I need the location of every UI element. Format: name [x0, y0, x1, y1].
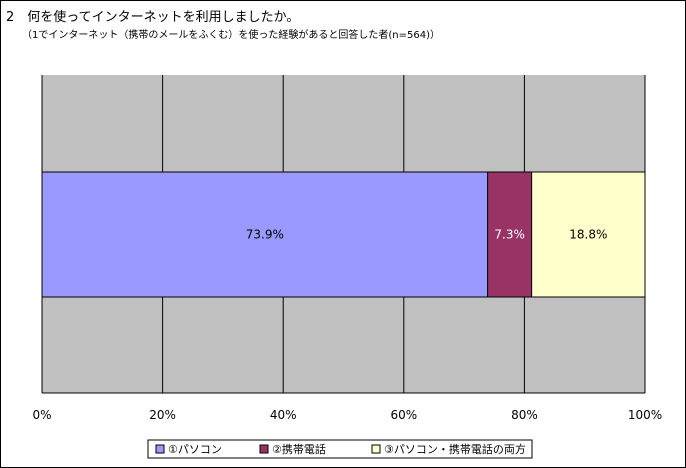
chart-subtitle: （1でインターネット（携帯のメールをふくむ）を使った経験があると回答した者(n=…	[22, 30, 440, 41]
data-label: 73.9%	[246, 228, 284, 242]
legend-label: ③パソコン・携帯電話の両方	[384, 442, 526, 456]
legend-swatch	[371, 444, 381, 454]
bar-segment	[487, 171, 533, 298]
legend-swatch	[259, 444, 269, 454]
x-tick-label: 60%	[390, 408, 417, 422]
legend-box	[147, 439, 533, 459]
data-label: 18.8%	[569, 228, 607, 242]
x-tick-label: 20%	[149, 408, 176, 422]
x-tick-label: 80%	[511, 408, 538, 422]
bar-segment	[531, 171, 646, 298]
data-label: 7.3%	[494, 228, 525, 242]
legend-swatch	[155, 444, 165, 454]
x-tick-label: 0%	[32, 408, 51, 422]
bar-segment	[41, 171, 489, 298]
legend-label: ①パソコン	[168, 443, 222, 456]
legend-label: ②携帯電話	[272, 442, 326, 456]
x-tick-label: 40%	[270, 408, 297, 422]
x-tick-label: 100%	[628, 408, 662, 422]
chart-title: 2 何を使ってインターネットを利用しましたか。	[6, 10, 300, 25]
